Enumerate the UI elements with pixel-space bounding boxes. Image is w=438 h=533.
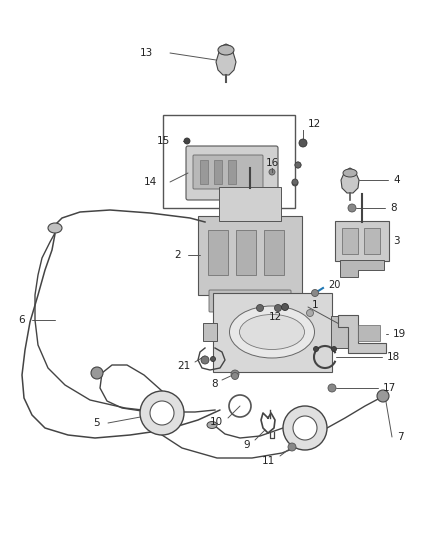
FancyBboxPatch shape (331, 316, 351, 348)
Circle shape (377, 390, 389, 402)
Circle shape (348, 204, 356, 212)
Text: 9: 9 (244, 440, 250, 450)
Circle shape (140, 391, 184, 435)
Circle shape (292, 180, 298, 186)
Bar (236, 230, 256, 275)
Bar (214, 160, 222, 184)
Text: 8: 8 (212, 379, 218, 389)
Circle shape (328, 384, 336, 392)
Circle shape (231, 370, 239, 378)
Bar (342, 228, 358, 254)
Bar (200, 160, 208, 184)
FancyBboxPatch shape (193, 155, 263, 189)
Text: 17: 17 (383, 383, 396, 393)
Text: 8: 8 (390, 203, 397, 213)
Text: 2: 2 (174, 250, 181, 260)
Circle shape (307, 310, 314, 317)
Circle shape (232, 373, 239, 379)
Polygon shape (338, 315, 386, 353)
Text: 11: 11 (262, 456, 275, 466)
Circle shape (332, 346, 336, 351)
Polygon shape (340, 260, 384, 277)
Text: 16: 16 (265, 158, 279, 168)
FancyBboxPatch shape (335, 221, 389, 261)
FancyBboxPatch shape (213, 293, 332, 372)
FancyBboxPatch shape (186, 146, 278, 200)
Circle shape (311, 289, 318, 296)
Ellipse shape (230, 306, 314, 358)
Polygon shape (216, 44, 236, 75)
Text: 19: 19 (393, 329, 406, 339)
Bar (163, 115, 295, 208)
Text: 20: 20 (328, 280, 340, 290)
Bar (364, 228, 380, 254)
Text: 3: 3 (393, 236, 399, 246)
Polygon shape (341, 168, 359, 193)
Text: 21: 21 (177, 361, 190, 371)
Text: 12: 12 (268, 312, 282, 322)
Circle shape (288, 443, 296, 451)
Ellipse shape (207, 422, 217, 429)
Text: 12: 12 (308, 119, 321, 129)
Ellipse shape (48, 223, 62, 233)
FancyBboxPatch shape (209, 290, 291, 312)
Circle shape (295, 162, 301, 168)
Text: 6: 6 (18, 315, 25, 325)
Bar (228, 160, 236, 184)
Circle shape (299, 139, 307, 147)
Circle shape (292, 179, 298, 185)
Text: 10: 10 (210, 417, 223, 427)
Text: 1: 1 (312, 300, 318, 310)
Bar (208, 230, 228, 275)
Text: 13: 13 (140, 48, 153, 58)
Text: 14: 14 (144, 177, 157, 187)
Circle shape (184, 138, 190, 144)
Ellipse shape (240, 314, 304, 350)
Bar (203, 323, 217, 341)
Text: 18: 18 (387, 352, 400, 362)
Circle shape (211, 357, 215, 361)
FancyBboxPatch shape (219, 187, 281, 221)
Circle shape (293, 416, 317, 440)
Text: 4: 4 (393, 175, 399, 185)
FancyBboxPatch shape (198, 216, 302, 295)
Circle shape (275, 304, 282, 311)
Text: 5: 5 (93, 418, 100, 428)
Ellipse shape (343, 169, 357, 177)
Circle shape (91, 367, 103, 379)
Bar (358, 325, 380, 341)
Circle shape (257, 304, 264, 311)
Circle shape (314, 346, 318, 351)
Text: 15: 15 (157, 136, 170, 146)
Circle shape (201, 356, 209, 364)
Text: 7: 7 (397, 432, 404, 442)
Circle shape (283, 406, 327, 450)
Circle shape (282, 303, 289, 311)
Circle shape (269, 169, 275, 175)
Bar (264, 230, 284, 275)
Circle shape (295, 162, 301, 168)
Ellipse shape (218, 45, 234, 55)
Circle shape (150, 401, 174, 425)
